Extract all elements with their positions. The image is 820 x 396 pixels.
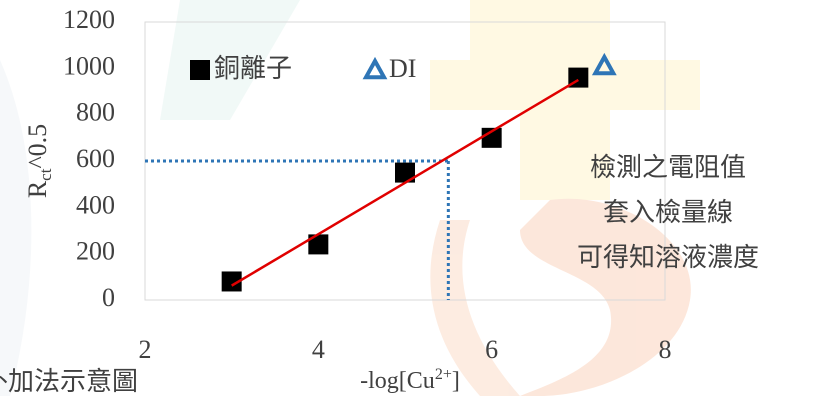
trend-line bbox=[231, 78, 579, 287]
data-point bbox=[591, 52, 617, 76]
x-tick-label: 2 bbox=[139, 335, 152, 364]
caption: 外加法示意圖 bbox=[0, 367, 138, 396]
legend-marker bbox=[362, 56, 388, 80]
y-tick-label: 1200 bbox=[63, 5, 115, 34]
data-point bbox=[481, 127, 502, 148]
annotation: 檢測之電阻值 bbox=[590, 153, 746, 182]
y-tick-label: 0 bbox=[102, 283, 115, 312]
data-point bbox=[308, 234, 329, 255]
background-watermark bbox=[160, 0, 700, 396]
y-axis-label: Rct^0.5 bbox=[23, 124, 55, 198]
legend-label: DI bbox=[389, 54, 416, 83]
x-tick-label: 8 bbox=[659, 335, 672, 364]
y-tick-label: 800 bbox=[76, 98, 115, 127]
annotation: 可得知溶液濃度 bbox=[577, 243, 759, 272]
y-tick-label: 400 bbox=[76, 190, 115, 219]
data-point bbox=[221, 271, 242, 292]
annotation: 套入檢量線 bbox=[603, 198, 733, 227]
y-tick-label: 600 bbox=[76, 144, 115, 173]
data-point bbox=[395, 162, 415, 183]
x-tick-label: 4 bbox=[312, 335, 325, 364]
legend-label: 銅離子 bbox=[214, 54, 292, 83]
legend-marker bbox=[190, 60, 210, 80]
x-tick-label: 6 bbox=[485, 335, 498, 364]
y-tick-label: 200 bbox=[76, 237, 115, 266]
y-tick-label: 1000 bbox=[63, 51, 115, 80]
x-axis-label: -log[Cu2+] bbox=[360, 366, 460, 394]
